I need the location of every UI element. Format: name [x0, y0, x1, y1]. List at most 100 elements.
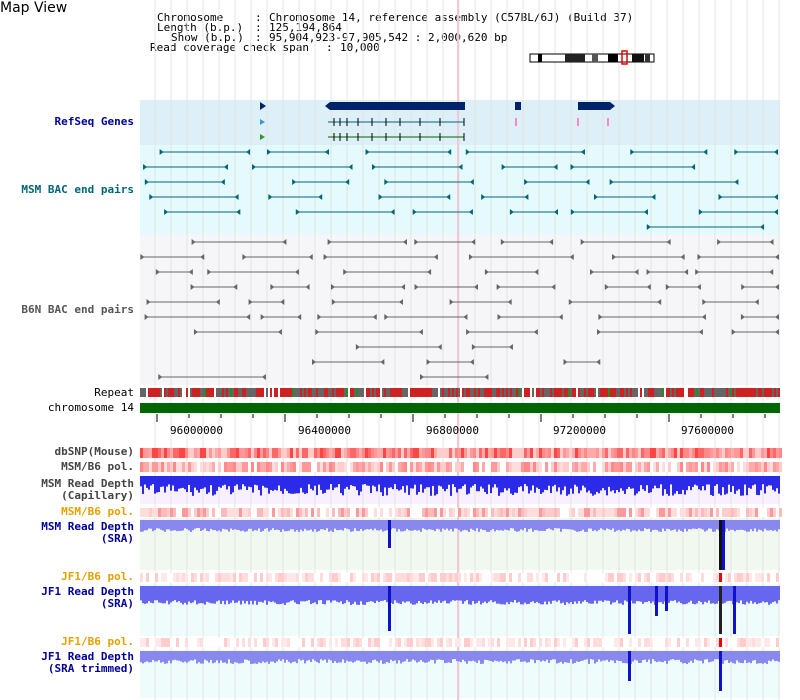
repeat-segment — [778, 388, 780, 397]
msm-depth-cap-bar — [342, 476, 344, 496]
dbsnp-cell — [320, 448, 323, 458]
jf1-depth-trim-bar — [516, 651, 518, 660]
b6n-bac-pair-end — [398, 299, 403, 305]
dbsnp-cell — [515, 448, 518, 458]
msm-depth-sra-bar — [226, 520, 228, 530]
jf1-depth-trim-bar — [730, 651, 732, 662]
msm-depth-cap-bar — [478, 476, 480, 492]
track-label-msm-depth-sra[interactable]: MSM Read Depth — [41, 520, 134, 533]
jf1-pol-cell — [302, 573, 305, 582]
track-label-jf1-depth-sra[interactable]: JF1 Read Depth — [41, 585, 134, 598]
msm-depth-sra-bar — [762, 520, 764, 532]
ideogram-band — [632, 54, 644, 62]
track-label-b6n-bac[interactable]: B6N BAC end pairs — [21, 303, 134, 316]
msm-depth-cap-bar — [574, 476, 576, 485]
dbsnp-cell — [152, 448, 155, 458]
msm-pol-cell — [248, 462, 251, 472]
jf1-depth-sra-bar — [170, 586, 172, 603]
jf1-pol-cell — [317, 573, 320, 582]
jf1-pol2-cell — [623, 638, 626, 647]
msm-pol-cell — [293, 462, 296, 472]
track-label-dbsnp[interactable]: dbSNP(Mouse) — [54, 445, 134, 458]
jf1-pol-cell — [146, 573, 149, 582]
msm-pol2-cell — [362, 508, 365, 517]
jf1-pol2-cell — [446, 638, 449, 647]
msm-depth-sra-bar — [584, 520, 586, 532]
jf1-pol-cell — [524, 573, 527, 582]
msm-pol2-cell — [719, 508, 722, 517]
jf1-pol-cell — [398, 573, 401, 582]
jf1-pol2-cell — [386, 638, 389, 647]
jf1-pol2-cell — [431, 638, 434, 647]
track-label-chromosome[interactable]: chromosome 14 — [47, 401, 134, 414]
jf1-depth-sra-bar — [344, 586, 346, 604]
repeat-segment — [762, 388, 764, 397]
msm-depth-sra-bar — [768, 520, 770, 531]
msm-depth-cap-bar — [768, 476, 770, 486]
repeat-segment — [408, 388, 410, 397]
dbsnp-cell — [434, 448, 437, 458]
track-label-jf1-pol2[interactable]: JF1/B6 pol. — [61, 635, 134, 648]
dbsnp-cell — [263, 448, 266, 458]
repeat-segment — [588, 388, 590, 397]
repeat-segment — [728, 388, 730, 397]
track-label-refseq[interactable]: RefSeq Genes — [54, 115, 134, 128]
jf1-depth-trim-bar — [642, 651, 644, 661]
jf1-pol-cell — [494, 573, 497, 582]
jf1-depth-trim-bar — [426, 651, 428, 663]
repeat-segment — [272, 388, 274, 397]
msm-depth-cap-bar — [428, 476, 430, 488]
msm-depth-cap-bar — [142, 476, 144, 494]
repeat-segment — [246, 388, 248, 397]
msm-depth-sra-bar — [558, 520, 560, 529]
msm-pol2-cell — [224, 508, 227, 517]
msm-depth-cap-bar — [212, 476, 214, 496]
msm-pol-cell — [539, 462, 542, 472]
dbsnp-cell — [167, 448, 170, 458]
jf1-pol2-cell — [332, 638, 335, 647]
track-label-msm-pol2[interactable]: MSM/B6 pol. — [61, 505, 134, 518]
jf1-pol2-cell — [449, 638, 452, 647]
track-label-repeat[interactable]: Repeat — [94, 386, 134, 399]
jf1-depth-trim-bar — [242, 651, 244, 663]
jf1-pol-cell — [461, 573, 464, 582]
jf1-pol-cell — [251, 573, 254, 582]
b6n-bac-pair-end — [297, 314, 302, 320]
jf1-pol2-cell — [755, 638, 758, 647]
repeat-segment — [286, 388, 288, 397]
msm-pol2-cell — [536, 508, 539, 517]
jf1-depth-trim-bar — [322, 651, 324, 661]
track-label-msm-depth-cap[interactable]: MSM Read Depth — [41, 477, 134, 490]
repeat-segment — [436, 388, 438, 397]
msm-depth-cap-bar — [516, 476, 518, 493]
msm-bac-pair-end — [223, 164, 228, 170]
repeat-segment — [430, 388, 432, 397]
track-label-msm-bac[interactable]: MSM BAC end pairs — [21, 183, 134, 196]
msm-depth-sra-bar — [692, 520, 694, 529]
jf1-pol2-cell — [185, 638, 188, 647]
msm-pol-cell — [449, 462, 452, 472]
jf1-depth-sra-bar — [602, 586, 604, 602]
msm-pol-cell — [431, 462, 434, 472]
msm-depth-sra-bar — [218, 520, 220, 531]
dbsnp-cell — [725, 448, 728, 458]
jf1-depth-sra-bar — [622, 586, 624, 605]
jf1-pol-cell — [293, 573, 296, 582]
msm-depth-cap-bar — [300, 476, 302, 488]
track-label-msm-pol[interactable]: MSM/B6 pol. — [61, 460, 134, 473]
track-label-jf1-depth-trim[interactable]: JF1 Read Depth — [41, 650, 134, 663]
dbsnp-cell — [779, 448, 782, 458]
jf1-depth-sra-bar — [446, 586, 448, 604]
msm-depth-cap-bar — [384, 476, 386, 488]
msm-depth-sra-bar — [624, 520, 626, 531]
track-label-jf1-pol[interactable]: JF1/B6 pol. — [61, 570, 134, 583]
msm-pol-cell — [374, 462, 377, 472]
msm-depth-sra-bar — [232, 520, 234, 530]
msm-depth-sra-bar — [188, 520, 190, 531]
jf1-pol2-cell — [170, 638, 173, 647]
msm-depth-sra-bar — [642, 520, 644, 532]
b6n-bac-pair-end — [323, 254, 328, 260]
msm-pol-cell — [716, 462, 719, 472]
msm-depth-cap-bar — [168, 476, 170, 485]
